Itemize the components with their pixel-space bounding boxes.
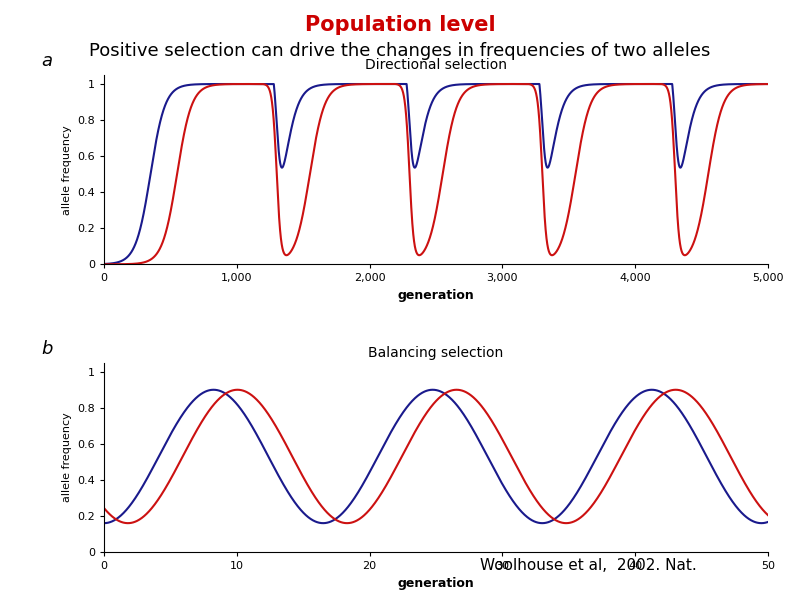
X-axis label: generation: generation [398,577,474,590]
Text: Woolhouse et al,  2002. Nat.: Woolhouse et al, 2002. Nat. [480,558,697,573]
Title: Directional selection: Directional selection [365,58,507,73]
Y-axis label: allele frequency: allele frequency [62,412,72,502]
Title: Balancing selection: Balancing selection [368,346,504,360]
X-axis label: generation: generation [398,289,474,302]
Text: Positive selection can drive the changes in frequencies of two alleles: Positive selection can drive the changes… [90,42,710,60]
Y-axis label: allele frequency: allele frequency [62,125,72,215]
Text: b: b [41,340,52,358]
Text: Population level: Population level [305,15,495,35]
Text: a: a [41,52,52,70]
